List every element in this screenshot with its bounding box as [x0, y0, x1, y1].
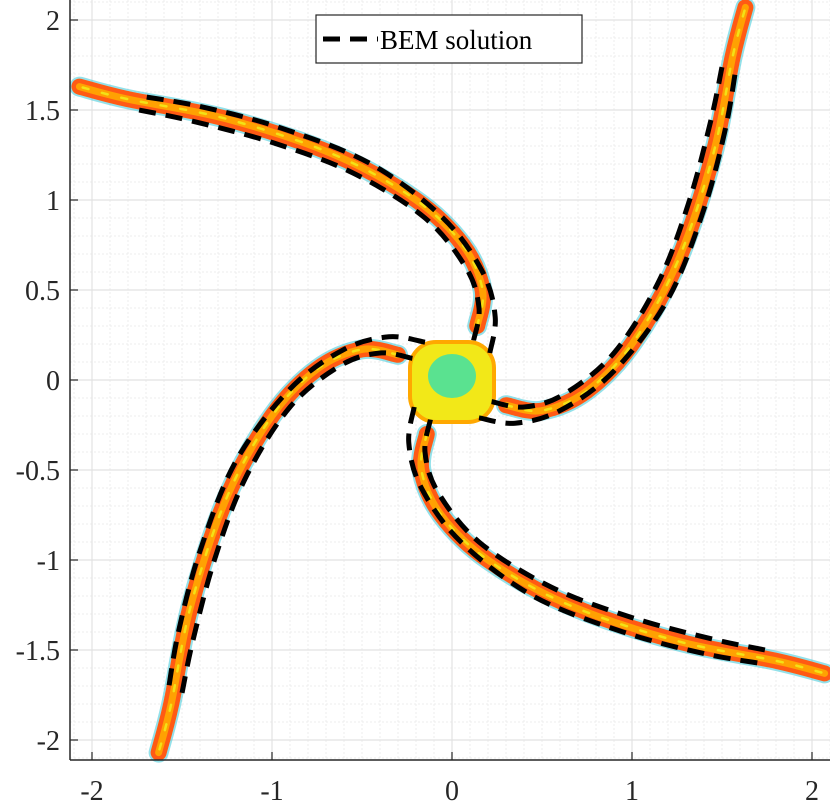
x-tick-label: 2 — [805, 776, 819, 807]
bem-inner-line — [138, 107, 482, 341]
spiral-arm — [410, 424, 830, 684]
y-tick-label: -0.5 — [16, 456, 60, 487]
y-tick-label: 2 — [46, 6, 60, 37]
spiral-arm — [496, 0, 756, 422]
bem-outer-line — [406, 406, 768, 667]
core-center — [428, 354, 476, 398]
x-tick-label: -2 — [80, 776, 103, 807]
bem-outer-line — [136, 93, 498, 354]
arm-particles-inner — [78, 85, 485, 328]
bem-inner-line — [491, 66, 725, 410]
particle-arms — [69, 0, 830, 763]
y-tick-label: -1.5 — [16, 636, 60, 667]
arm-particles-inner — [157, 347, 400, 754]
arm-particles-inner — [504, 6, 747, 413]
y-tick-label: 1.5 — [25, 96, 60, 127]
x-tick-label: 0 — [445, 776, 459, 807]
bem-arm — [478, 64, 739, 426]
x-tick-label: 1 — [625, 776, 639, 807]
arm-particles-inner — [419, 432, 826, 675]
y-tick-label: 1 — [46, 186, 60, 217]
spiral-arm — [148, 338, 408, 763]
bem-arm — [165, 334, 426, 696]
tick-labels: -2 -1 0 1 2 -2 -1.5 -1 -0.5 0 0.5 1 1.5 2 — [16, 6, 819, 807]
bem-inner-line — [422, 419, 766, 653]
bem-arm — [406, 406, 768, 667]
y-tick-label: -2 — [37, 726, 60, 757]
y-tick-label: -1 — [37, 546, 60, 577]
bem-outer-line — [165, 334, 426, 696]
bem-inner-line — [179, 350, 413, 694]
bem-solution-curves — [136, 64, 768, 696]
y-tick-label: 0 — [46, 366, 60, 397]
legend: BEM solution — [315, 14, 583, 64]
bem-arm — [136, 93, 498, 354]
bem-outer-line — [478, 64, 739, 426]
x-tick-label: -1 — [260, 776, 283, 807]
y-tick-label: 0.5 — [25, 276, 60, 307]
legend-label-bem: BEM solution — [380, 25, 533, 55]
major-grid — [70, 0, 830, 760]
axes — [69, 0, 830, 761]
spiral-arm — [69, 76, 494, 336]
